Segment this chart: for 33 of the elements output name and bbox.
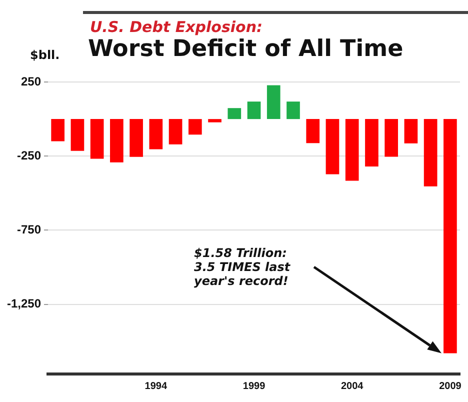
bar [384, 119, 398, 157]
y-axis-title: $bll. [30, 48, 60, 62]
bar [149, 119, 163, 150]
y-tick-label: -750 [16, 222, 42, 237]
bar [266, 85, 280, 120]
annotation: $1.58 Trillion: 3.5 TIMES last year's record! [194, 246, 292, 288]
bar [365, 119, 378, 166]
bar [404, 119, 418, 144]
bar [70, 119, 84, 151]
x-tick-label: 2004 [340, 380, 364, 392]
bar [90, 119, 104, 159]
bar [110, 119, 124, 162]
y-tick-label: -1,250 [6, 296, 42, 311]
bar [345, 119, 359, 181]
bar [424, 119, 438, 186]
bar [51, 119, 65, 142]
bar [326, 119, 340, 174]
x-tick-label: 1999 [242, 380, 266, 392]
bar [247, 102, 261, 120]
bar [168, 119, 182, 144]
x-tick-label: 2009 [439, 380, 462, 392]
bar [228, 108, 242, 120]
bar [306, 119, 320, 144]
chart-subtitle: U.S. Debt Explosion: [90, 18, 263, 36]
bar [188, 119, 202, 135]
bar [208, 119, 222, 122]
bar [444, 119, 457, 354]
chart-title: Worst Deficit of All Time [88, 36, 404, 62]
bar [130, 119, 143, 157]
y-tick-label: -250 [16, 148, 42, 162]
bar [286, 102, 300, 120]
x-tick-label: 1994 [144, 380, 168, 392]
y-tick-label: 250 [20, 74, 42, 88]
